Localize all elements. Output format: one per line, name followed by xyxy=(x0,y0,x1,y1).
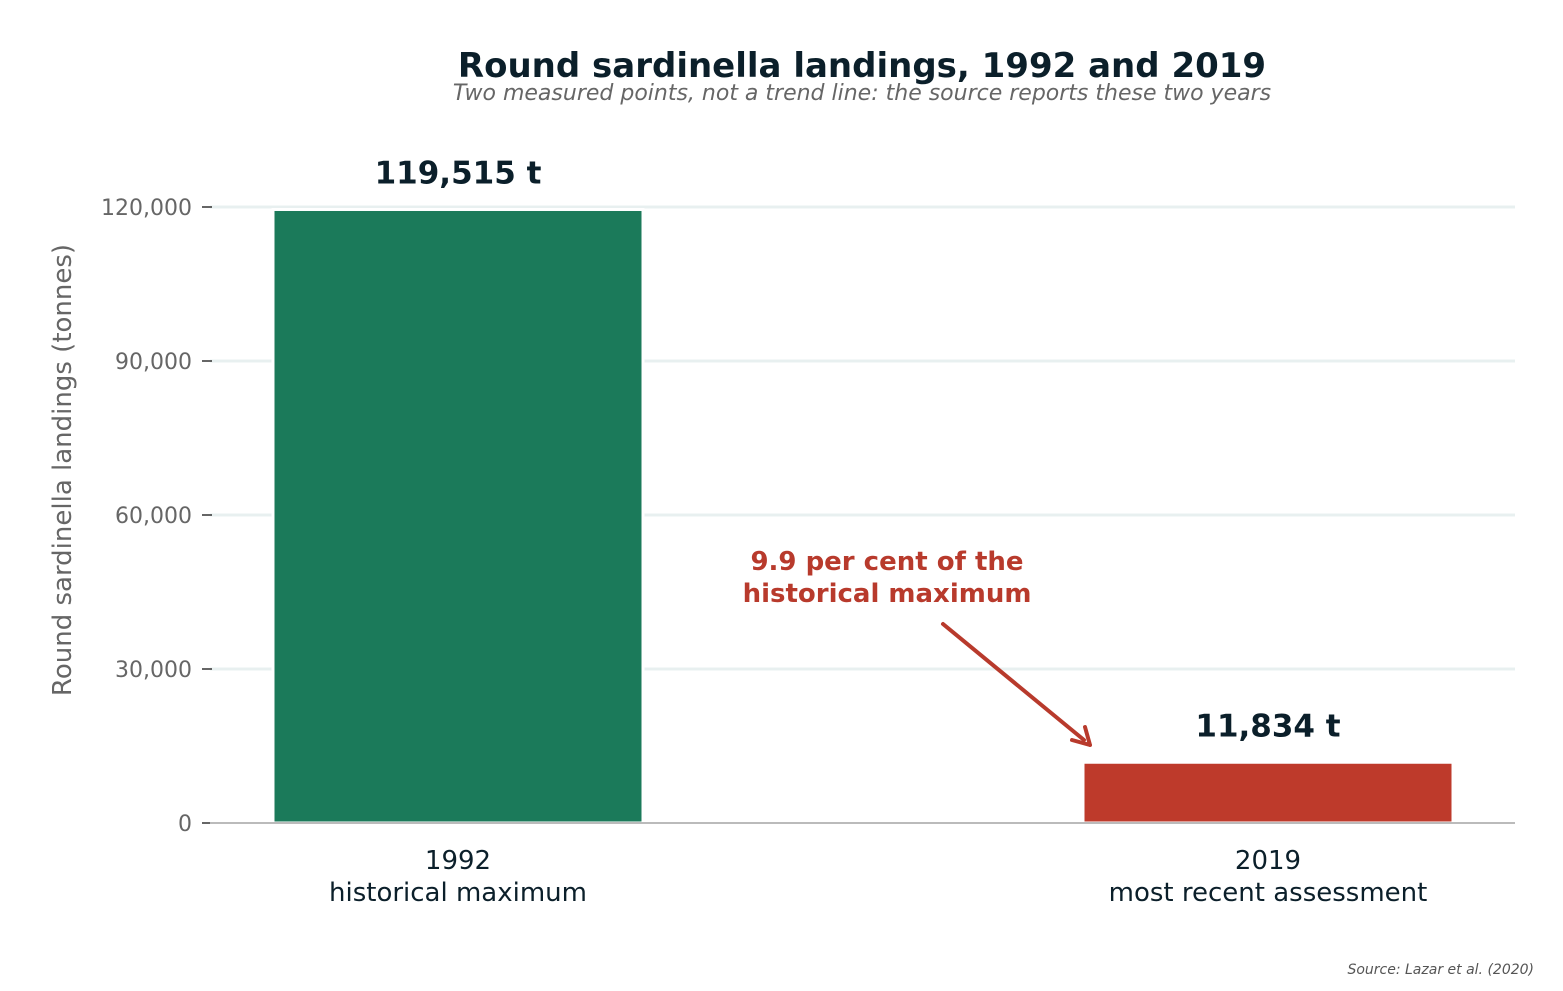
annotation-arrow-shaft xyxy=(941,622,1086,742)
chart-title: Round sardinella landings, 1992 and 2019 xyxy=(458,46,1266,86)
chart-subtitle: Two measured points, not a trend line: t… xyxy=(453,81,1271,106)
annotation-arrow-head xyxy=(1070,725,1092,747)
annotation-line-1: 9.9 per cent of the xyxy=(750,547,1023,577)
y-tick-label: 30,000 xyxy=(115,658,192,683)
y-axis-label: Round sardinella landings (tonnes) xyxy=(48,244,78,696)
annotation: 9.9 per cent of the historical maximum xyxy=(743,547,1092,747)
bars xyxy=(271,207,1455,825)
x-tick-label-year: 2019 xyxy=(1235,846,1301,876)
data-label-1992: 119,515 t xyxy=(375,155,542,191)
data-label-2019: 11,834 t xyxy=(1195,708,1340,744)
y-tick-label: 60,000 xyxy=(115,504,192,529)
y-axis: 0 30,000 60,000 90,000 120,000 xyxy=(101,196,212,837)
x-tick-label-year: 1992 xyxy=(425,846,491,876)
y-tick-label: 90,000 xyxy=(115,350,192,375)
bar-2019 xyxy=(1081,760,1455,825)
bar-1992 xyxy=(271,207,645,825)
source-note: Source: Lazar et al. (2020) xyxy=(1347,962,1534,978)
y-tick-label: 120,000 xyxy=(101,196,192,221)
x-tick-label-description: historical maximum xyxy=(329,878,587,908)
x-tick-label-description: most recent assessment xyxy=(1109,878,1428,908)
y-tick-label: 0 xyxy=(178,812,192,837)
annotation-line-2: historical maximum xyxy=(743,579,1032,609)
data-labels: 119,515 t 11,834 t xyxy=(375,155,1341,744)
